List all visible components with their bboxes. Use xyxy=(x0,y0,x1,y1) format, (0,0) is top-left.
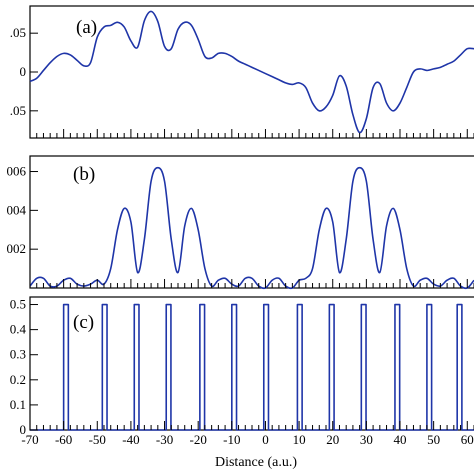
panel-b-ticks: 006 004 002 xyxy=(7,164,474,288)
panel-c: 0.50.40.30.20.10-70 -60 -50 -40 -30 -20 -10 0 10… xyxy=(10,296,474,447)
panel-c-x-tick-label: 10 xyxy=(293,432,306,447)
panel-c-y-tick-label: 0.1 xyxy=(10,397,26,412)
panel-c-y-tick-label: 0.3 xyxy=(10,347,26,362)
panel-c-x-tick-label: 30 xyxy=(360,432,373,447)
panel-b-y-tick-label: 006 xyxy=(7,164,27,179)
panel-a-series-line xyxy=(29,10,474,134)
panel-b-label: (b) xyxy=(73,164,95,185)
panel-c-x-tick-label: -60 xyxy=(55,432,72,447)
panel-b-series-line xyxy=(29,166,474,290)
panel-c-series-line xyxy=(30,303,474,431)
panel-b-frame xyxy=(29,155,474,289)
panel-c-x-tick-label: 40 xyxy=(394,432,407,447)
panel-c-y-tick-label: 0.5 xyxy=(10,297,26,312)
panel-a-y-tick-label: .05 xyxy=(10,103,26,118)
panel-b: 006 004 002 (b) xyxy=(7,155,474,290)
panel-c-y-tick-label: 0.2 xyxy=(10,372,26,387)
panel-a-y-tick-label: 0 xyxy=(20,64,27,79)
panel-c-x-tick-label: -70 xyxy=(21,432,38,447)
x-axis-title: Distance (a.u.) xyxy=(215,455,297,470)
panel-c-x-tick-label: 20 xyxy=(326,432,339,447)
panel-c-x-tick-label: 0 xyxy=(262,432,269,447)
panel-a: .05 0 .05 (a) xyxy=(10,5,474,139)
panel-c-x-tick-label: -20 xyxy=(190,432,207,447)
panel-c-y-tick-label: 0.4 xyxy=(10,322,27,337)
panel-a-y-tick-label: .05 xyxy=(10,25,26,40)
panel-a-label: (a) xyxy=(76,17,97,38)
panel-c-x-tick-label: -40 xyxy=(122,432,139,447)
panel-c-label: (c) xyxy=(73,312,94,333)
panel-a-ticks: .05 0 .05 xyxy=(10,25,474,138)
panel-c-y-tick-label: 0 xyxy=(20,422,27,437)
panel-c-x-tick-label: 50 xyxy=(427,432,440,447)
panel-c-frame xyxy=(29,296,474,431)
panel-c-x-tick-label: -10 xyxy=(223,432,240,447)
panel-c-x-tick-label: -50 xyxy=(89,432,106,447)
panel-c-ticks: 0.50.40.30.20.10-70 -60 -50 -40 -30 -20 -10 0 10… xyxy=(10,297,474,447)
panel-b-y-tick-label: 004 xyxy=(7,202,27,217)
panel-c-x-tick-label: 60 xyxy=(461,432,474,447)
panel-b-y-tick-label: 002 xyxy=(7,241,27,256)
panel-c-x-tick-label: -30 xyxy=(156,432,173,447)
